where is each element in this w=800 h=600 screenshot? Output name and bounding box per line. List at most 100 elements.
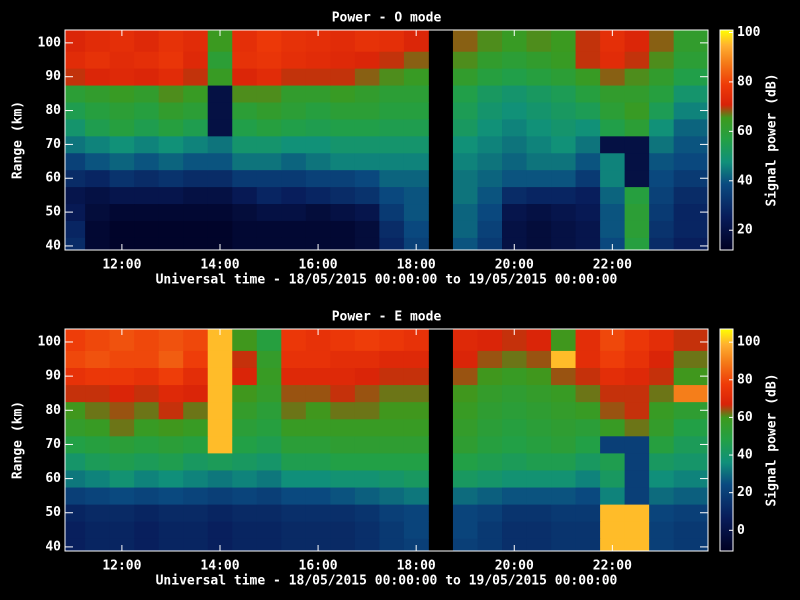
cell [158, 135, 184, 154]
cell [624, 220, 650, 238]
cell [256, 329, 282, 351]
cell [600, 521, 626, 539]
cell [65, 521, 86, 539]
cell [575, 538, 601, 552]
cell [158, 504, 184, 522]
x-tick-label: 18:00 [397, 559, 436, 574]
cell [452, 135, 478, 154]
x-tick-label: 22:00 [593, 559, 632, 574]
cell [134, 350, 160, 368]
cell [575, 418, 601, 437]
cell [379, 51, 405, 69]
cell [256, 51, 282, 69]
cell [403, 30, 429, 52]
cell [305, 237, 331, 251]
cell [330, 237, 356, 251]
x-tick-label: 18:00 [397, 258, 436, 273]
cell [281, 504, 307, 522]
cell [232, 237, 258, 251]
cell [85, 30, 111, 52]
cell [109, 367, 135, 386]
cell [649, 418, 675, 437]
cell [232, 504, 258, 522]
cell [403, 418, 429, 437]
cell [109, 186, 135, 205]
y-tick-label: 90 [45, 69, 61, 84]
cell [526, 186, 552, 205]
cell [551, 452, 576, 471]
cell [207, 487, 233, 505]
cell [526, 220, 552, 238]
cell [183, 102, 209, 120]
cell [502, 452, 527, 471]
cell [183, 237, 209, 251]
cell [673, 401, 709, 420]
cell [207, 102, 233, 120]
cell [526, 203, 552, 221]
colorbar [719, 29, 734, 251]
cell [551, 186, 576, 205]
cell [207, 237, 233, 251]
cell [379, 30, 405, 52]
cell [575, 329, 601, 351]
cell [649, 220, 675, 238]
cell [379, 152, 405, 171]
cell [256, 186, 282, 205]
cell [575, 452, 601, 471]
cell [183, 470, 209, 488]
cell [354, 169, 380, 188]
cell [134, 85, 160, 103]
cell [452, 435, 478, 454]
cell [232, 169, 258, 188]
cell [624, 538, 650, 552]
cell [354, 186, 380, 205]
cell [330, 102, 356, 120]
cell [158, 85, 184, 103]
cell [649, 504, 675, 522]
cell [183, 401, 209, 420]
cell [649, 538, 675, 552]
cell [232, 452, 258, 471]
cell [379, 85, 405, 103]
cell [575, 237, 601, 251]
cell [354, 538, 380, 552]
cell [305, 186, 331, 205]
cell [65, 504, 86, 522]
cell [109, 102, 135, 120]
cell [624, 68, 650, 86]
cell [330, 538, 356, 552]
cell [256, 220, 282, 238]
cell [207, 538, 233, 552]
cell [379, 186, 405, 205]
cell [624, 119, 650, 137]
cell [232, 418, 258, 437]
cell [575, 152, 601, 171]
cell [379, 418, 405, 437]
cell [281, 367, 307, 386]
cell [452, 152, 478, 171]
cell [600, 418, 626, 437]
cell [85, 487, 111, 505]
cell [673, 521, 709, 539]
colorbar-label: Signal power (dB) [765, 73, 780, 206]
cell [158, 203, 184, 221]
cell [624, 435, 650, 454]
cell [109, 487, 135, 505]
cell [65, 203, 86, 221]
cell [85, 220, 111, 238]
cell [477, 169, 503, 188]
cell [452, 329, 478, 351]
cell [526, 504, 552, 522]
cell [232, 203, 258, 221]
cell [158, 350, 184, 368]
cell [134, 401, 160, 420]
cell [551, 51, 576, 69]
cell [673, 384, 709, 403]
cell [256, 203, 282, 221]
cell [281, 329, 307, 351]
cell [65, 329, 86, 351]
cell [109, 237, 135, 251]
cell [551, 521, 576, 539]
cell [232, 119, 258, 137]
cell [109, 68, 135, 86]
